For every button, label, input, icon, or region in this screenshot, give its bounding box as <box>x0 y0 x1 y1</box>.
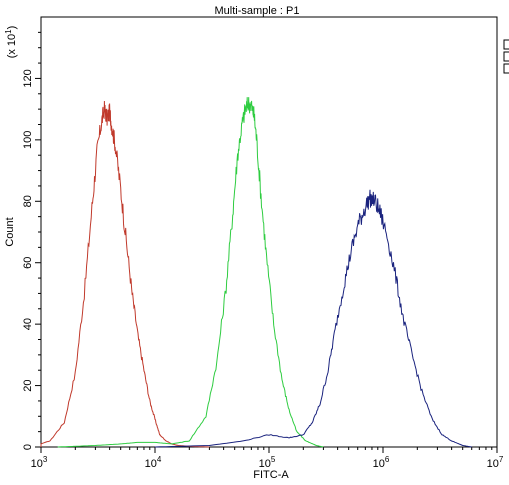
series-line-2 <box>57 97 324 448</box>
x-tick-label: 107 <box>487 455 504 470</box>
y-tick-label: 120 <box>22 69 34 87</box>
x-axis-ticks: 103 104 105 106 107 <box>31 447 504 470</box>
y-axis-ticks: 0 20 40 60 80 100 120 <box>22 31 41 450</box>
y-multiplier-prefix: (x 10 <box>6 34 18 58</box>
y-tick-label: 0 <box>22 444 34 450</box>
legend-swatch-2 <box>503 51 509 62</box>
x-tick-exp: 7 <box>499 455 504 464</box>
y-tick-label: 40 <box>22 318 34 330</box>
series-group <box>40 97 472 448</box>
plot-frame <box>40 16 498 448</box>
x-tick-exp: 6 <box>385 455 390 464</box>
x-tick-label: 104 <box>145 455 162 470</box>
legend-swatch-3 <box>503 63 509 74</box>
series-line-1 <box>40 100 210 448</box>
x-tick-exp: 3 <box>43 455 48 464</box>
y-tick-label: 20 <box>22 379 34 391</box>
chart-title: Multi-sample : P1 <box>215 5 300 17</box>
plot-area-border <box>40 16 498 448</box>
x-tick-base: 10 <box>145 458 157 470</box>
x-axis-label: FITC-A <box>253 469 289 481</box>
y-multiplier-text: (x 101) <box>4 26 18 59</box>
y-tick-label: 80 <box>22 195 34 207</box>
x-tick-label: 106 <box>373 455 390 470</box>
y-multiplier-exp: 1 <box>4 29 13 34</box>
series-line-3 <box>154 189 472 448</box>
y-multiplier-close: ) <box>6 26 18 30</box>
x-tick-label: 103 <box>31 455 48 470</box>
legend <box>503 39 509 74</box>
x-tick-label: 105 <box>259 455 276 470</box>
legend-swatch-1 <box>503 39 509 50</box>
x-tick-exp: 4 <box>157 455 162 464</box>
x-tick-base: 10 <box>31 458 43 470</box>
x-tick-base: 10 <box>373 458 385 470</box>
y-axis-multiplier: (x 101) <box>4 26 18 59</box>
y-tick-label: 60 <box>22 257 34 269</box>
x-tick-base: 10 <box>259 458 271 470</box>
x-tick-exp: 5 <box>271 455 276 464</box>
x-tick-base: 10 <box>487 458 499 470</box>
y-axis-label: Count <box>4 217 16 246</box>
y-tick-label: 100 <box>22 131 34 149</box>
